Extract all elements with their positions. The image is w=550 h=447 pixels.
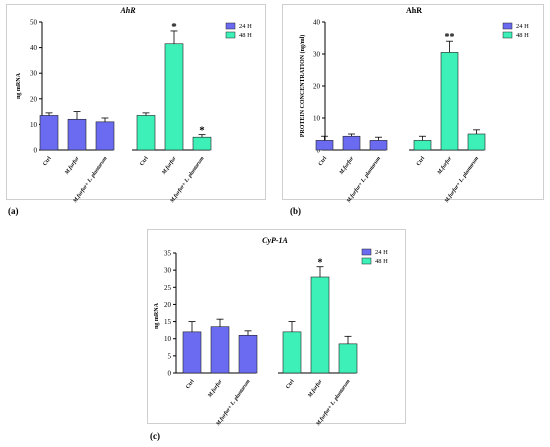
y-tick-label: 10 <box>30 121 38 129</box>
y-tick-label: 25 <box>164 284 172 292</box>
legend-swatch <box>502 22 513 30</box>
significance-mark: * <box>171 21 177 33</box>
legend-swatch <box>225 22 236 30</box>
y-tick-label: 50 <box>30 19 38 27</box>
legend-swatch <box>502 31 513 39</box>
chart-title: AhR <box>406 6 422 15</box>
legend-label: 48 H <box>375 258 388 265</box>
y-tick-label: 20 <box>313 83 321 91</box>
legend-label: 24 H <box>239 23 252 30</box>
legend-label: 24 H <box>516 23 529 30</box>
x-tick-label: Ctrl <box>285 378 296 390</box>
y-tick-label: 30 <box>164 267 172 275</box>
x-tick-label: Ctrl <box>185 378 196 390</box>
significance-mark: * <box>199 125 205 137</box>
y-tick-label: 5 <box>168 352 172 360</box>
y-tick-label: 15 <box>164 318 172 326</box>
legend-label: 24 H <box>375 249 388 256</box>
y-axis-label: ng mRNA <box>16 72 22 99</box>
legend-swatch <box>361 257 372 265</box>
y-tick-label: 10 <box>164 335 172 343</box>
bar <box>282 331 302 374</box>
x-tick-label: Ctrl <box>139 155 150 167</box>
bar <box>338 343 358 374</box>
legend-swatch <box>361 248 372 256</box>
y-tick-label: 30 <box>313 51 321 59</box>
chart-frame-a <box>6 4 266 200</box>
y-tick-label: 40 <box>313 19 321 27</box>
chart-title: CyP-1A <box>262 236 288 245</box>
y-tick-label: 20 <box>30 95 38 103</box>
x-tick-label: M.furfur <box>206 378 224 400</box>
y-axis-label: ng mRNA <box>154 302 160 329</box>
y-tick-label: 0 <box>34 147 38 155</box>
x-tick-label: Ctrl <box>318 155 329 167</box>
y-tick-label: 40 <box>30 44 38 52</box>
x-tick-label: M.furfur <box>306 378 324 400</box>
y-tick-label: 0 <box>168 370 172 378</box>
chart-frame-b <box>282 4 544 200</box>
bar <box>182 331 202 374</box>
bar <box>310 276 330 374</box>
y-tick-label: 0 <box>317 147 321 155</box>
bar <box>238 334 258 374</box>
bar <box>210 326 230 374</box>
y-tick-label: 35 <box>164 250 172 258</box>
panel-label-b: (b) <box>290 206 301 216</box>
y-axis-label: PROTEIN CONCENTRATION (ng/ml) <box>299 35 306 138</box>
x-tick-label: Ctrl <box>42 155 53 167</box>
y-tick-label: 30 <box>30 70 38 78</box>
significance-mark: ** <box>445 32 455 43</box>
legend-label: 48 H <box>239 32 252 39</box>
significance-mark: * <box>318 258 323 269</box>
y-tick-label: 10 <box>313 115 321 123</box>
y-tick-label: 20 <box>164 301 172 309</box>
panel-label-c: (c) <box>150 431 160 441</box>
chart-title: AhR <box>119 6 136 15</box>
legend-swatch <box>225 31 236 39</box>
x-tick-label: Ctrl <box>416 155 427 167</box>
legend-label: 48 H <box>516 32 529 39</box>
panel-label-a: (a) <box>8 206 19 216</box>
